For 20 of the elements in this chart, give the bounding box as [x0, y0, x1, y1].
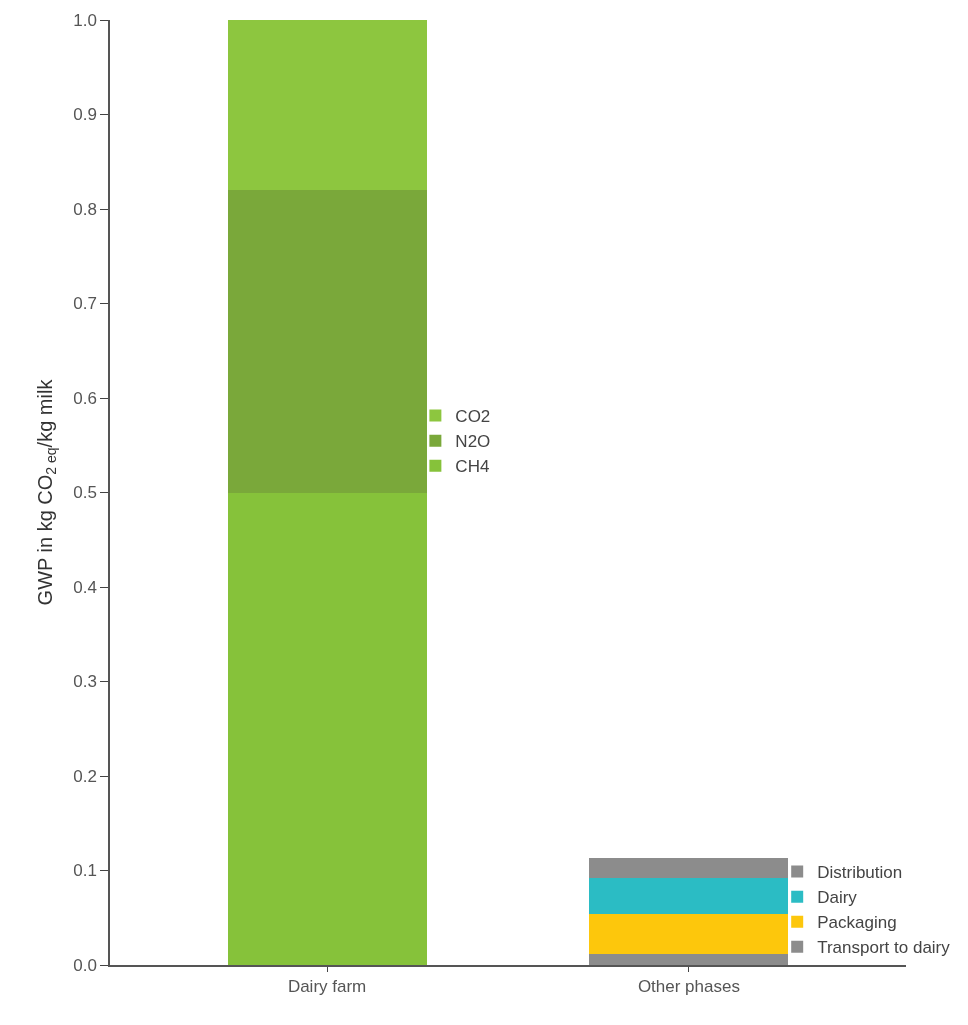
y-tick-label: 0.3	[73, 672, 97, 692]
y-tick-label: 0.8	[73, 199, 97, 219]
y-tick-label: 0.6	[73, 388, 97, 408]
legend-label: Transport to dairy	[817, 938, 951, 958]
y-tick-label: 1.0	[73, 10, 97, 30]
legend-label: N2O	[455, 432, 491, 452]
legend-label: Dairy	[817, 888, 858, 908]
legend-label: CO2	[455, 407, 491, 427]
y-tick-label: 0.4	[73, 577, 97, 597]
y-tick-label: 0.2	[73, 766, 97, 786]
x-tick-label: Other phases	[637, 977, 740, 997]
y-tick-label: 0.7	[73, 294, 97, 314]
y-tick-label: 0.1	[73, 861, 97, 881]
legend-label: CH4	[455, 457, 490, 477]
y-tick-label: 0.5	[73, 483, 97, 503]
legend-label: Packaging	[817, 913, 897, 933]
legend-label: Distribution	[817, 863, 903, 883]
x-tick-label: Dairy farm	[287, 977, 367, 997]
y-tick-label: 0.0	[73, 955, 97, 975]
y-tick-label: 0.9	[73, 105, 97, 125]
